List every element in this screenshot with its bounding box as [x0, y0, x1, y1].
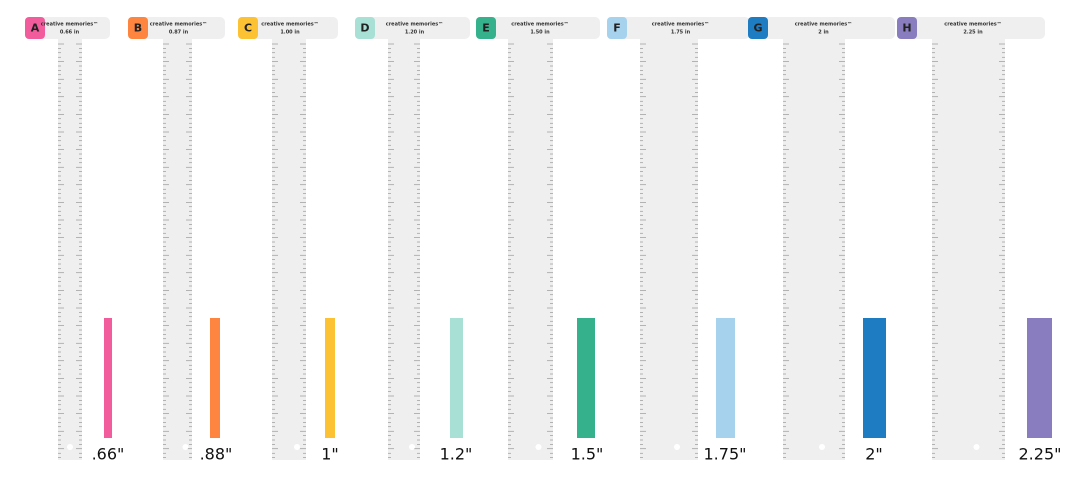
header-tab: [128, 17, 225, 39]
header-tab: [607, 17, 750, 39]
brand: creative memories™: [944, 22, 1001, 28]
brand: creative memories™: [150, 22, 207, 28]
header-tab: [355, 17, 470, 39]
letter: B: [134, 22, 142, 35]
brand: creative memories™: [261, 22, 318, 28]
brand: creative memories™: [795, 22, 852, 28]
ruler-hole: [182, 444, 189, 450]
width-label: 2.25": [1019, 445, 1062, 464]
brand: creative memories™: [41, 22, 98, 28]
size: 2 in: [818, 30, 829, 36]
ruler-hole: [819, 444, 825, 450]
width-bar: [210, 318, 220, 438]
width-bar: [863, 318, 886, 438]
ruler-hole: [409, 444, 415, 450]
width-label: .66": [92, 445, 125, 464]
size: 1.00 in: [280, 30, 300, 36]
size: 1.75 in: [671, 30, 691, 36]
size: 1.20 in: [405, 30, 425, 36]
ruler-strip: [783, 38, 845, 460]
letter: D: [360, 22, 369, 35]
letter-badge: [476, 17, 496, 39]
letter: G: [753, 22, 762, 35]
letter-badge: [355, 17, 375, 39]
width-bar: [577, 318, 595, 438]
ruler-strip: [640, 38, 698, 460]
width-label: 2": [865, 445, 883, 464]
ruler-hole: [535, 444, 542, 450]
ruler-hole: [674, 444, 680, 450]
width-label: 1.2": [440, 445, 473, 464]
width-bar: [325, 318, 335, 438]
ruler-strip: [388, 38, 420, 460]
width-label: .88": [200, 445, 233, 464]
width-bar: [104, 318, 112, 438]
width-bar: [716, 318, 735, 438]
ruler-strip: [272, 38, 306, 460]
size: 0.87 in: [169, 30, 189, 36]
brand: creative memories™: [511, 22, 568, 28]
letter: A: [31, 22, 40, 35]
ruler-strip: [163, 38, 192, 460]
ruler-hole: [973, 444, 980, 450]
width-label: 1.5": [571, 445, 604, 464]
letter: F: [613, 22, 621, 35]
width-bar: [450, 318, 463, 438]
letter-badge: [897, 17, 917, 39]
width-bar: [1027, 318, 1052, 438]
header-tab: [238, 17, 338, 39]
brand: creative memories™: [652, 22, 709, 28]
letter-badge: [25, 17, 45, 39]
letter-badge: [748, 17, 768, 39]
header-tab: [897, 17, 1045, 39]
header-tab: [748, 17, 895, 39]
header-tab: [476, 17, 600, 39]
brand: creative memories™: [386, 22, 443, 28]
ruler-hole: [294, 444, 300, 450]
ruler-hole: [67, 444, 73, 450]
size: 1.50 in: [530, 30, 550, 36]
letter-badge: [128, 17, 148, 39]
letter-badge: [607, 17, 627, 39]
letter: C: [244, 22, 252, 35]
letter: E: [482, 22, 490, 35]
letter-badge: [238, 17, 258, 39]
letter: H: [902, 22, 911, 35]
size: 2.25 in: [963, 30, 983, 36]
ruler-strip: [58, 38, 82, 460]
size: 0.66 in: [60, 30, 80, 36]
ruler-strip: [508, 38, 553, 460]
width-label: 1.75": [704, 445, 747, 464]
width-label: 1": [321, 445, 339, 464]
header-tab: [25, 17, 110, 39]
ruler-strip: [932, 38, 1005, 460]
